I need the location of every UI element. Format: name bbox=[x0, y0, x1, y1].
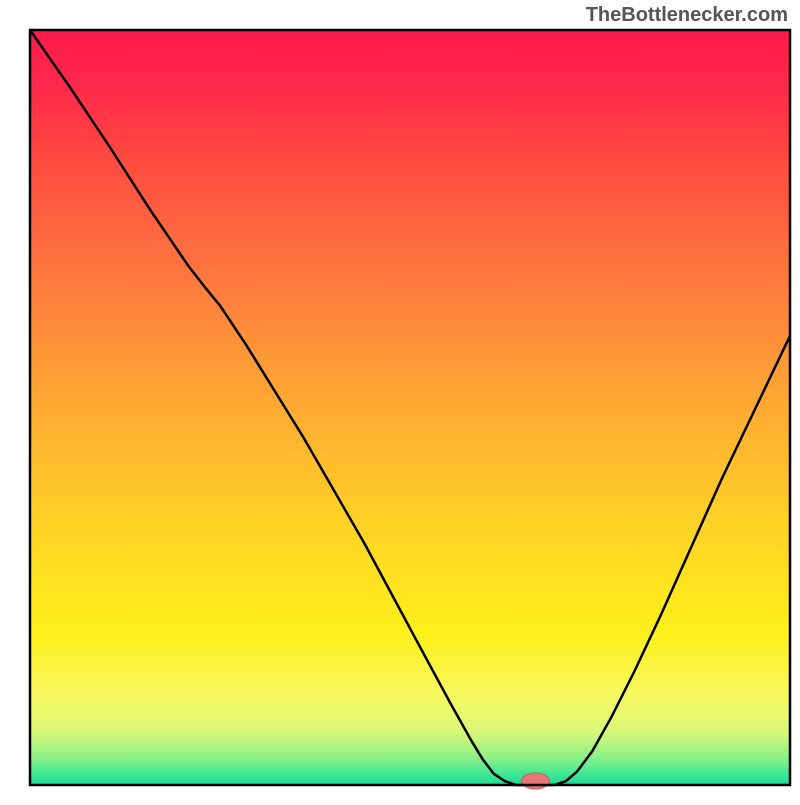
bottleneck-chart bbox=[0, 0, 800, 800]
watermark-text: TheBottlenecker.com bbox=[586, 4, 788, 27]
optimum-marker bbox=[521, 773, 549, 789]
chart-svg bbox=[0, 0, 800, 800]
chart-background bbox=[30, 30, 790, 785]
